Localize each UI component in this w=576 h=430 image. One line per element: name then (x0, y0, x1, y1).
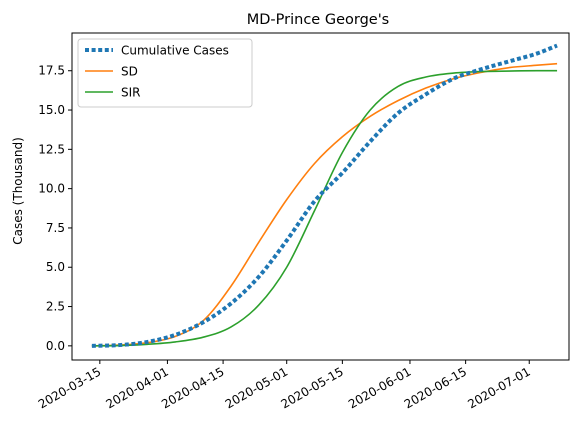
legend-label-cumulative-cases: Cumulative Cases (121, 44, 229, 58)
x-tick-label: 2020-05-01 (223, 364, 290, 411)
y-axis-label: Cases (Thousand) (11, 137, 25, 245)
x-tick-label: 2020-06-01 (346, 364, 413, 411)
y-tick-label: 7.5 (46, 221, 65, 235)
legend-label-sir: SIR (121, 86, 141, 100)
x-axis-ticks: 2020-03-15 2020-04-012020-04-152020-05-01… (36, 360, 533, 411)
y-axis-ticks: 0.0 2.5 5.0 7.5 10.0 12.5 15.0 17.5 (38, 64, 72, 353)
y-tick-label: 2.5 (46, 300, 65, 314)
legend: Cumulative Cases SD SIR (78, 39, 252, 107)
x-tick-label: 2020-07-01 (465, 364, 532, 411)
x-tick-label: 2020-04-15 (159, 364, 226, 411)
legend-label-sd: SD (121, 65, 138, 79)
x-tick-label: 2020-06-15 (402, 364, 469, 411)
series-line-sir (92, 71, 557, 346)
y-tick-label: 0.0 (46, 339, 65, 353)
y-tick-label: 5.0 (46, 260, 65, 274)
y-tick-label: 17.5 (38, 64, 65, 78)
y-tick-label: 12.5 (38, 142, 65, 156)
x-tick-label: 2020-04-01 (104, 364, 171, 411)
x-tick-label: 2020-05-15 (278, 364, 345, 411)
chart-title: MD-Prince George's (247, 12, 389, 28)
x-tick-label: 2020-03-15 (36, 364, 103, 411)
y-tick-label: 10.0 (38, 182, 65, 196)
y-tick-label: 15.0 (38, 103, 65, 117)
